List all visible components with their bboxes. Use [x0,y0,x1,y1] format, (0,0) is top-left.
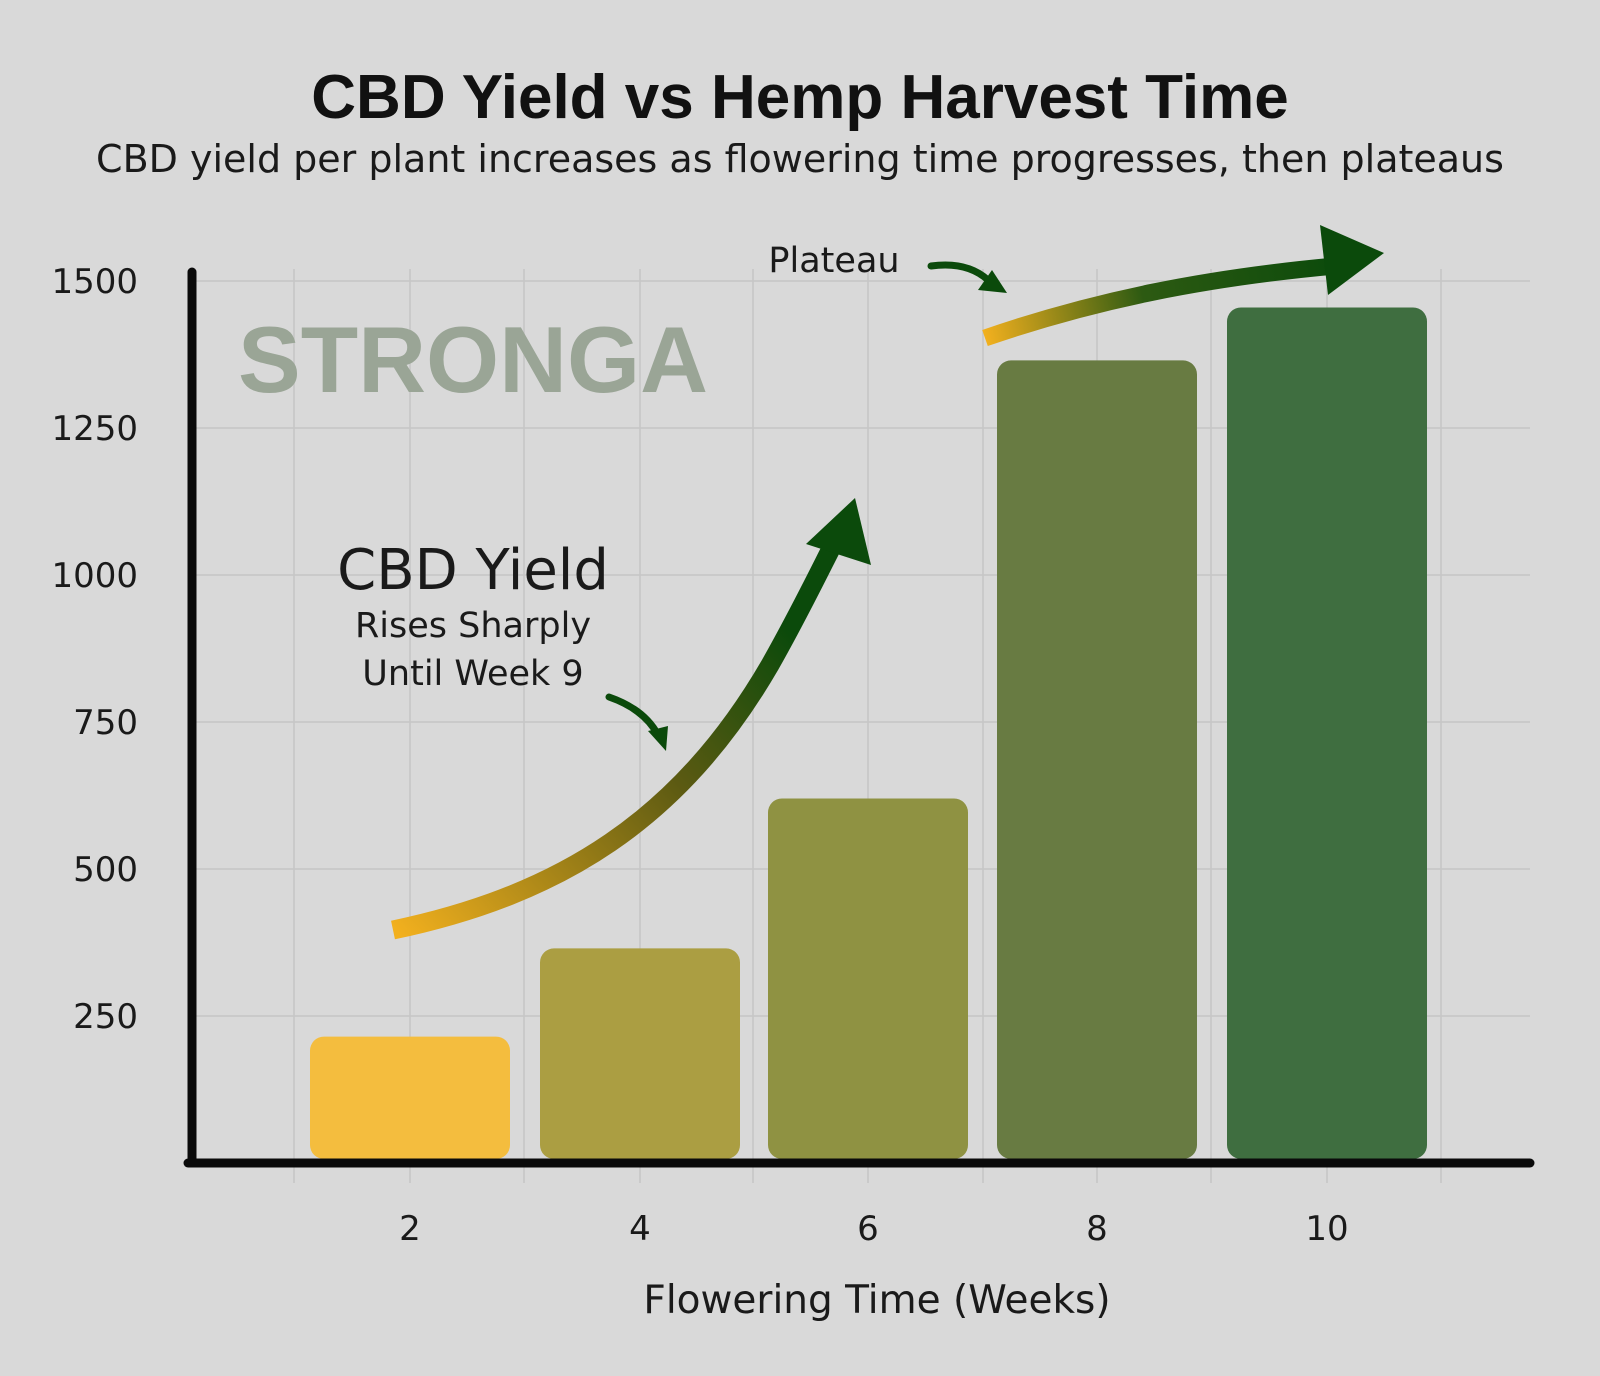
y-tick-label: 1000 [51,556,138,596]
plateau-pointer-arrow [927,261,1007,293]
rise-arrow-shaft [391,530,847,940]
x-tick-label: 4 [629,1209,651,1249]
x-tick-label: 8 [1086,1209,1108,1249]
rise-arrow [391,498,871,940]
annotation-plateau: Plateau [768,241,899,281]
y-tick-label: 750 [73,703,138,743]
x-axis-label: Flowering Time (Weeks) [643,1278,1110,1323]
x-tick-labels: 2 4 6 8 10 [399,1209,1348,1249]
x-tick-label: 10 [1305,1209,1348,1249]
rise-arrow-head [806,498,871,565]
bar-week-2 [310,1036,510,1159]
y-tick-labels: 250 500 750 1000 1250 1500 [51,262,138,1037]
y-tick-label: 1250 [51,409,138,449]
bar-week-6 [768,798,968,1159]
x-tick-label: 6 [857,1209,879,1249]
bar-week-4 [540,948,740,1159]
annotation-yield-heading: CBD Yield [337,538,609,603]
plateau-arrow-shaft [982,257,1336,347]
plateau-arrow-head [1320,225,1384,295]
y-tick-label: 1500 [51,262,138,302]
yield-pointer-arrow-head [648,726,668,751]
chart-subtitle: CBD yield per plant increases as floweri… [96,137,1504,181]
annotation-yield-line1: Rises Sharply [355,606,591,646]
chart-title: CBD Yield vs Hemp Harvest Time [311,63,1288,132]
plateau-pointer-arrow-shaft [927,261,992,284]
x-tick-label: 2 [399,1209,421,1249]
annotation-yield-line2: Until Week 9 [362,654,583,694]
y-tick-label: 500 [73,850,138,890]
yield-pointer-arrow-shaft [605,693,662,739]
bar-week-8 [997,360,1197,1159]
plateau-pointer-arrow-head [978,270,1007,293]
plateau-arrow [982,225,1384,347]
watermark-logo: STRONGA [238,307,708,412]
bars [310,307,1427,1160]
yield-pointer-arrow [605,693,668,751]
bar-week-10 [1227,307,1427,1160]
y-tick-label: 250 [73,997,138,1037]
